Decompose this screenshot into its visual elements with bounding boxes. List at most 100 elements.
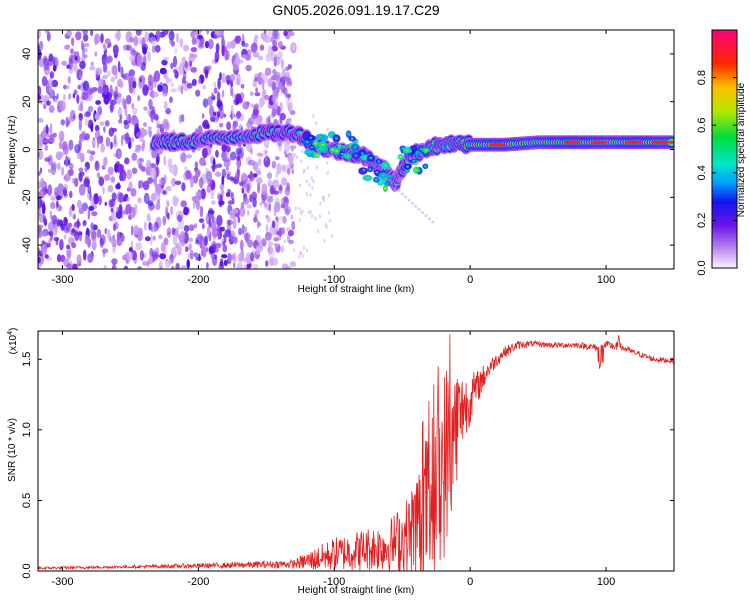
noise-blob — [287, 31, 295, 37]
colorbar-band — [712, 174, 737, 178]
noise-blob — [133, 35, 139, 47]
noise-blob — [229, 151, 237, 161]
noise-blob — [119, 114, 123, 121]
noise-blob — [294, 206, 297, 211]
colorbar-band — [712, 218, 737, 221]
noise-blob — [271, 220, 276, 229]
noise-blob — [191, 78, 197, 86]
noise-blob — [267, 77, 273, 88]
noise-blob — [149, 167, 157, 179]
noise-blob — [96, 172, 101, 179]
colorbar-band — [712, 184, 737, 188]
noise-blob — [51, 214, 58, 225]
noise-blob — [111, 64, 118, 76]
noise-blob — [146, 213, 151, 223]
noise-blob — [279, 112, 286, 121]
noise-blob — [126, 196, 131, 202]
noise-blob — [95, 100, 101, 105]
noise-blob — [168, 30, 175, 41]
colorbar-band — [712, 220, 737, 223]
track-blob — [421, 211, 425, 215]
x-tick-label: -300 — [51, 576, 73, 588]
noise-blob — [105, 137, 111, 147]
noise-blob — [236, 110, 241, 120]
noise-blob — [69, 190, 73, 199]
noise-blob — [183, 206, 189, 216]
noise-blob — [67, 76, 71, 84]
noise-blob — [213, 231, 216, 242]
noise-blob — [234, 172, 239, 180]
colorbar-band — [712, 198, 737, 201]
noise-blob — [81, 130, 86, 139]
noise-blob — [107, 229, 110, 241]
colorbar-band — [712, 252, 737, 255]
noise-blob — [239, 239, 244, 251]
track-blob — [419, 147, 423, 150]
noise-blob — [273, 243, 279, 248]
noise-blob — [38, 30, 41, 39]
noise-blob — [160, 242, 166, 252]
colorbar-gradient — [712, 30, 737, 269]
noise-blob — [90, 61, 94, 66]
noise-blob — [124, 157, 130, 165]
noise-blob — [280, 197, 284, 205]
noise-blob — [314, 216, 317, 221]
noise-blob — [148, 129, 152, 138]
noise-blob — [71, 204, 75, 211]
noise-blob — [89, 155, 94, 162]
noise-blob — [40, 177, 45, 190]
noise-blob — [94, 124, 100, 132]
noise-blob — [87, 209, 91, 220]
y-tick-label: 1.5 — [21, 352, 33, 367]
noise-blob — [225, 166, 229, 171]
noise-blob — [325, 224, 328, 229]
noise-blob — [172, 195, 178, 207]
noise-blob — [90, 30, 94, 37]
noise-blob — [207, 178, 213, 186]
noise-blob — [280, 245, 285, 254]
colorbar-band — [712, 141, 737, 144]
noise-blob — [256, 114, 264, 124]
noise-blob — [54, 187, 59, 197]
snr-ylabel: SNR (10 * v/v) — [7, 418, 18, 482]
noise-blob — [38, 85, 42, 96]
noise-blob — [288, 154, 294, 166]
colorbar-band — [712, 31, 737, 35]
colorbar-band — [712, 194, 737, 197]
noise-blob — [252, 108, 260, 116]
track-blob — [379, 180, 383, 183]
noise-blob — [120, 66, 124, 78]
noise-blob — [232, 208, 239, 214]
noise-blob — [180, 85, 184, 95]
noise-blob — [254, 92, 261, 97]
colorbar-band — [712, 258, 737, 261]
noise-blob — [98, 195, 102, 206]
noise-blob — [274, 71, 281, 81]
colorbar-tick-label: 0.0 — [696, 260, 708, 275]
noise-blob — [135, 242, 142, 251]
noise-blob — [154, 44, 161, 53]
noise-blob — [155, 156, 159, 166]
noise-blob — [255, 177, 263, 185]
noise-blob — [271, 81, 277, 92]
colorbar-band — [712, 178, 737, 182]
noise-blob — [44, 254, 49, 259]
noise-blob — [326, 161, 329, 166]
noise-blob — [149, 247, 154, 257]
noise-blob — [213, 81, 217, 88]
track-hotspot — [590, 140, 609, 144]
noise-blob — [175, 227, 179, 239]
noise-blob — [212, 164, 216, 173]
noise-blob — [278, 185, 283, 191]
noise-blob — [206, 123, 210, 130]
noise-blob — [243, 232, 251, 241]
noise-blob — [38, 138, 44, 149]
colorbar-band — [712, 240, 737, 243]
colorbar-band — [712, 117, 737, 120]
noise-blob — [102, 74, 108, 80]
noise-blob — [237, 73, 241, 86]
noise-blob — [48, 238, 52, 245]
noise-blob — [177, 241, 182, 247]
noise-blob — [66, 263, 72, 269]
snr-frame — [37, 330, 675, 572]
